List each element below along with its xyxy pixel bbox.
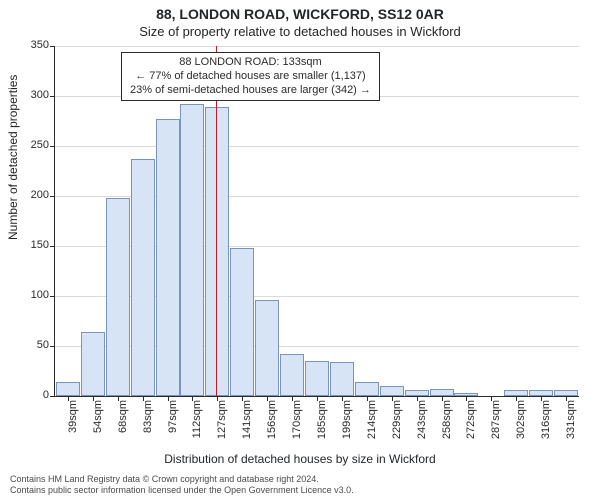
x-tick-label: 287sqm: [490, 400, 502, 444]
gridline: [55, 146, 579, 147]
y-tick-label: 0: [9, 389, 49, 401]
histogram-bar: [131, 159, 155, 396]
y-tick-label: 150: [9, 239, 49, 251]
x-tick-label: 258sqm: [441, 400, 453, 444]
x-tick-label: 97sqm: [167, 400, 179, 444]
y-tick-label: 350: [9, 39, 49, 51]
y-tick-label: 300: [9, 89, 49, 101]
x-tick-label: 156sqm: [266, 400, 278, 444]
x-axis-label: Distribution of detached houses by size …: [0, 452, 600, 466]
histogram-bar: [255, 300, 279, 396]
property-size-chart: 88, LONDON ROAD, WICKFORD, SS12 0AR Size…: [0, 0, 600, 500]
histogram-bar: [81, 332, 105, 396]
histogram-bar: [380, 386, 404, 396]
chart-title-desc: Size of property relative to detached ho…: [0, 24, 600, 39]
histogram-bar: [430, 389, 454, 396]
gridline: [55, 46, 579, 47]
annotation-line: 23% of semi-detached houses are larger (…: [130, 84, 371, 98]
footer-line-2: Contains public sector information licen…: [10, 485, 354, 496]
y-tick-mark: [50, 346, 55, 347]
y-tick-mark: [50, 246, 55, 247]
histogram-bar: [180, 104, 204, 396]
x-tick-label: 54sqm: [92, 400, 104, 444]
x-tick-label: 141sqm: [241, 400, 253, 444]
footer-line-1: Contains HM Land Registry data © Crown c…: [10, 474, 354, 485]
chart-footer: Contains HM Land Registry data © Crown c…: [10, 474, 354, 496]
histogram-bar: [305, 361, 329, 396]
x-tick-label: 229sqm: [391, 400, 403, 444]
x-tick-label: 199sqm: [341, 400, 353, 444]
y-tick-label: 250: [9, 139, 49, 151]
histogram-bar: [355, 382, 379, 396]
histogram-bar: [330, 362, 354, 396]
y-tick-mark: [50, 396, 55, 397]
y-tick-mark: [50, 46, 55, 47]
plot-area: 05010015020025030035088 LONDON ROAD: 133…: [54, 46, 579, 397]
histogram-bar: [205, 107, 229, 396]
annotation-box: 88 LONDON ROAD: 133sqm← 77% of detached …: [121, 52, 380, 101]
x-tick-label: 243sqm: [416, 400, 428, 444]
x-tick-label: 214sqm: [366, 400, 378, 444]
x-tick-label: 112sqm: [191, 400, 203, 444]
x-tick-label: 185sqm: [316, 400, 328, 444]
x-tick-label: 127sqm: [216, 400, 228, 444]
x-tick-label: 39sqm: [67, 400, 79, 444]
y-tick-mark: [50, 146, 55, 147]
x-tick-label: 68sqm: [117, 400, 129, 444]
histogram-bar: [230, 248, 254, 396]
x-tick-label: 272sqm: [465, 400, 477, 444]
y-tick-label: 50: [9, 339, 49, 351]
y-tick-mark: [50, 96, 55, 97]
x-tick-label: 316sqm: [540, 400, 552, 444]
y-tick-label: 200: [9, 189, 49, 201]
x-tick-label: 170sqm: [291, 400, 303, 444]
annotation-line: ← 77% of detached houses are smaller (1,…: [130, 70, 371, 84]
x-tick-label: 302sqm: [515, 400, 527, 444]
chart-title-address: 88, LONDON ROAD, WICKFORD, SS12 0AR: [0, 6, 600, 22]
x-tick-label: 83sqm: [142, 400, 154, 444]
histogram-bar: [280, 354, 304, 396]
x-tick-label: 331sqm: [565, 400, 577, 444]
y-tick-label: 100: [9, 289, 49, 301]
annotation-line: 88 LONDON ROAD: 133sqm: [130, 56, 371, 70]
histogram-bar: [56, 382, 80, 396]
histogram-bar: [106, 198, 130, 396]
histogram-bar: [156, 119, 180, 396]
y-tick-mark: [50, 296, 55, 297]
y-tick-mark: [50, 196, 55, 197]
